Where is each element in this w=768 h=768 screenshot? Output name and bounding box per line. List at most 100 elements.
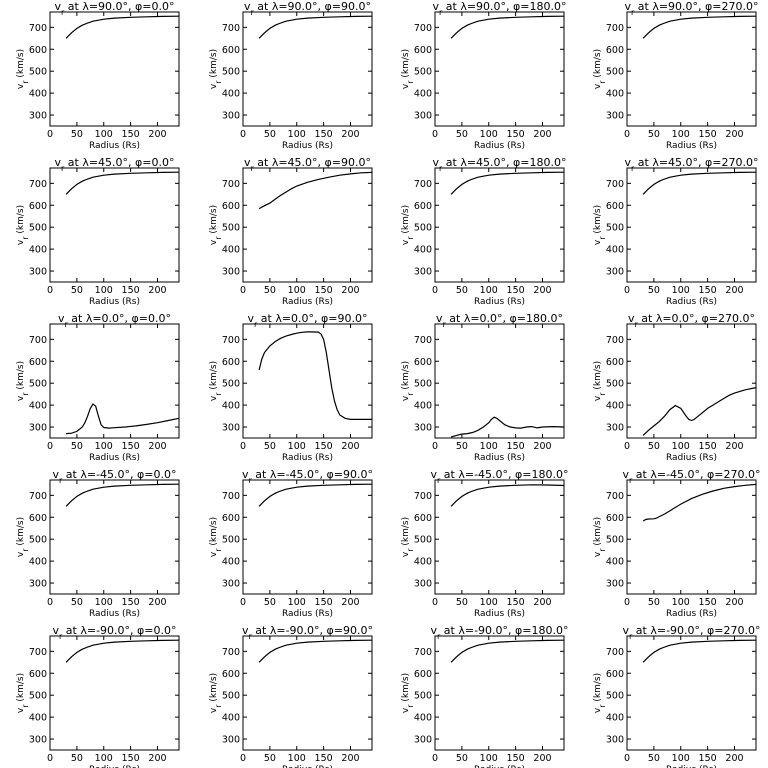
y-tick-label: 300: [222, 423, 240, 434]
y-tick-label: 400: [414, 245, 432, 256]
plot-title: vr at λ=90.0°, φ=180.0°: [432, 0, 566, 17]
y-tick-label: 700: [29, 335, 47, 346]
y-tick-label: 500: [222, 67, 240, 78]
x-tick-label: 50: [71, 441, 83, 452]
x-tick-label: 0: [432, 285, 438, 296]
x-tick-label: 100: [480, 597, 498, 608]
x-axis-label: Radius (Rs): [474, 765, 525, 768]
y-tick-label: 600: [414, 513, 432, 524]
x-axis-label: Radius (Rs): [666, 297, 717, 307]
y-tick-label: 600: [222, 201, 240, 212]
subplot-2: vr at λ=90.0°, φ=90.0° 0 50 100 150 200 300 400…: [209, 0, 373, 151]
y-tick-label: 700: [222, 335, 240, 346]
x-tick-label: 200: [341, 597, 359, 608]
x-tick-label: 200: [341, 285, 359, 296]
y-tick-label: 400: [29, 713, 47, 724]
y-tick-label: 400: [606, 245, 624, 256]
series-line: [258, 15, 373, 39]
y-tick-label: 500: [606, 67, 624, 78]
y-tick-label: 300: [222, 267, 240, 278]
y-axis-label: vr (km/s): [401, 205, 415, 245]
plot-title: vr at λ=0.0°, φ=0.0°: [58, 312, 171, 329]
y-axis-label: vr (km/s): [401, 517, 415, 557]
y-tick-label: 600: [29, 45, 47, 56]
plot-title: vr at λ=90.0°, φ=270.0°: [624, 0, 758, 17]
x-tick-label: 150: [507, 753, 525, 764]
x-tick-label: 0: [47, 597, 53, 608]
y-axis-label: vr (km/s): [16, 49, 30, 89]
plot-title: vr at λ=45.0°, φ=0.0°: [54, 156, 174, 173]
y-tick-label: 400: [414, 713, 432, 724]
y-tick-label: 400: [222, 557, 240, 568]
y-tick-label: 600: [414, 357, 432, 368]
plot-title: vr at λ=90.0°, φ=0.0°: [54, 0, 174, 17]
y-tick-label: 700: [414, 335, 432, 346]
series-line: [450, 484, 565, 507]
y-tick-label: 500: [414, 223, 432, 234]
y-tick-label: 600: [414, 45, 432, 56]
series-line: [65, 15, 180, 39]
x-tick-label: 50: [264, 441, 276, 452]
x-tick-label: 100: [672, 441, 690, 452]
series-line: [450, 15, 565, 39]
plot-title: vr at λ=0.0°, φ=180.0°: [436, 312, 563, 329]
x-tick-label: 200: [725, 753, 743, 764]
y-tick-label: 400: [222, 245, 240, 256]
plot-title: vr at λ=0.0°, φ=90.0°: [247, 312, 367, 329]
x-tick-label: 0: [432, 441, 438, 452]
x-axis-label: Radius (Rs): [89, 297, 140, 307]
y-axis-label: vr (km/s): [593, 205, 607, 245]
x-tick-label: 100: [288, 597, 306, 608]
y-tick-label: 600: [29, 513, 47, 524]
x-axis-label: Radius (Rs): [474, 297, 525, 307]
x-axis-label: Radius (Rs): [474, 453, 525, 463]
x-tick-label: 150: [507, 597, 525, 608]
x-tick-label: 0: [240, 753, 246, 764]
y-tick-label: 300: [606, 267, 624, 278]
x-tick-label: 100: [95, 129, 113, 140]
x-tick-label: 50: [71, 129, 83, 140]
x-tick-label: 200: [533, 597, 551, 608]
x-tick-label: 200: [148, 597, 166, 608]
plot-title: vr at λ=-45.0°, φ=270.0°: [622, 468, 760, 485]
y-axis-label: vr (km/s): [16, 673, 30, 713]
x-tick-label: 0: [624, 129, 630, 140]
series-line: [65, 483, 180, 507]
y-tick-label: 500: [222, 535, 240, 546]
y-tick-label: 600: [29, 357, 47, 368]
x-tick-label: 0: [624, 285, 630, 296]
y-tick-label: 300: [414, 735, 432, 746]
y-tick-label: 500: [414, 691, 432, 702]
x-tick-label: 150: [315, 597, 333, 608]
x-tick-label: 0: [240, 129, 246, 140]
plot-title: vr at λ=45.0°, φ=270.0°: [624, 156, 758, 173]
x-tick-label: 150: [122, 753, 140, 764]
plot-frame: [626, 167, 757, 283]
series-line: [642, 387, 757, 436]
y-tick-label: 500: [606, 379, 624, 390]
x-tick-label: 150: [699, 597, 717, 608]
y-tick-label: 500: [222, 691, 240, 702]
x-axis-label: Radius (Rs): [474, 609, 525, 619]
subplot-4: vr at λ=90.0°, φ=270.0° 0 50 100 150 200 300 40…: [593, 0, 759, 151]
y-tick-label: 700: [414, 23, 432, 34]
x-tick-label: 50: [648, 753, 660, 764]
x-tick-label: 150: [699, 441, 717, 452]
x-tick-label: 200: [341, 753, 359, 764]
x-axis-label: Radius (Rs): [89, 141, 140, 151]
x-tick-label: 100: [95, 753, 113, 764]
y-tick-label: 700: [29, 23, 47, 34]
x-tick-label: 150: [315, 753, 333, 764]
subplot-8: vr at λ=45.0°, φ=270.0° 0 50 100 150 200 300 40…: [593, 156, 759, 307]
x-tick-label: 100: [672, 129, 690, 140]
plot-frame: [242, 167, 373, 283]
x-tick-label: 50: [456, 441, 468, 452]
x-tick-label: 150: [315, 285, 333, 296]
subplot-12: vr at λ=0.0°, φ=270.0° 0 50 100 150 200 300 400…: [593, 312, 757, 463]
y-tick-label: 300: [606, 579, 624, 590]
x-tick-label: 50: [456, 129, 468, 140]
plot-frame: [242, 635, 373, 751]
subplot-18: vr at λ=-90.0°, φ=90.0° 0 50 100 150 200 300 40…: [209, 624, 373, 768]
x-tick-label: 200: [533, 441, 551, 452]
